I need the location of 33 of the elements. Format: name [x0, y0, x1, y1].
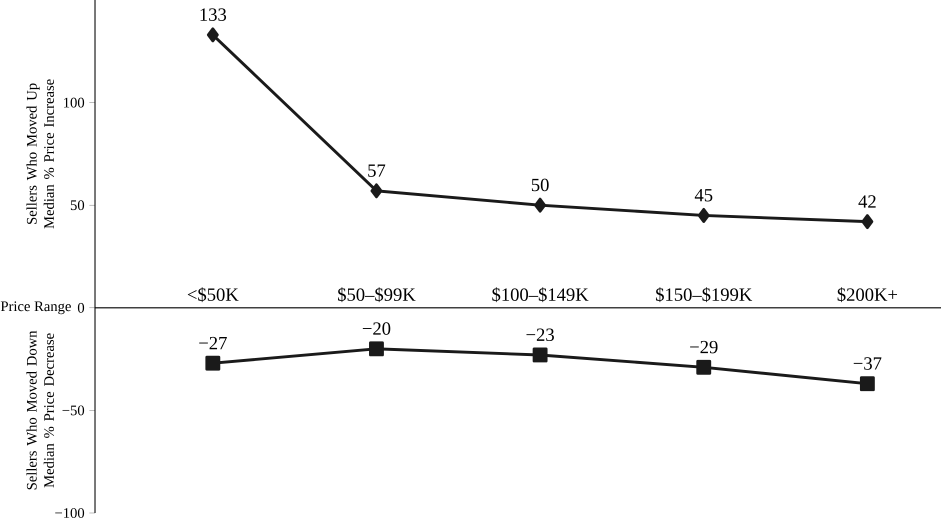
text: Sellers Who Moved Down Median % Price Decrease	[26, 330, 54, 490]
x-tick-label: $150–$199K	[656, 287, 752, 302]
point	[696, 360, 712, 375]
point	[206, 27, 219, 42]
x-tick-label: $50–$99K	[338, 287, 416, 302]
data-label: 57	[368, 164, 386, 177]
x-tick-label: $200K+	[838, 287, 898, 302]
data-label: −29	[690, 340, 718, 354]
data-label: −20	[362, 322, 390, 335]
point	[860, 376, 875, 392]
point	[861, 214, 874, 230]
data-label: −23	[526, 328, 554, 342]
point	[369, 341, 384, 356]
point	[532, 348, 548, 362]
point	[370, 183, 382, 198]
data-label: 133	[200, 8, 226, 21]
y-tick-label: 0	[78, 302, 84, 313]
y-tick-label: 50	[70, 200, 84, 210]
x-tick-label: <$50K	[188, 287, 239, 302]
y-tick-label: −50	[62, 405, 84, 416]
y-axis-title: Sellers Who Moved Up Median % Price Increase	[26, 79, 54, 229]
data-label: −27	[199, 336, 227, 350]
point	[698, 208, 710, 223]
x-tick-label: $100–$149K	[492, 287, 588, 302]
y-tick-label: 100	[64, 98, 84, 108]
data-label: 42	[858, 195, 876, 208]
point	[534, 198, 546, 213]
point	[205, 356, 220, 371]
data-label: 45	[694, 189, 712, 202]
text: Price Range	[0, 301, 71, 314]
data-label: 50	[532, 178, 549, 192]
y-tick-label: −100	[55, 508, 84, 518]
data-label: −37	[854, 357, 882, 370]
